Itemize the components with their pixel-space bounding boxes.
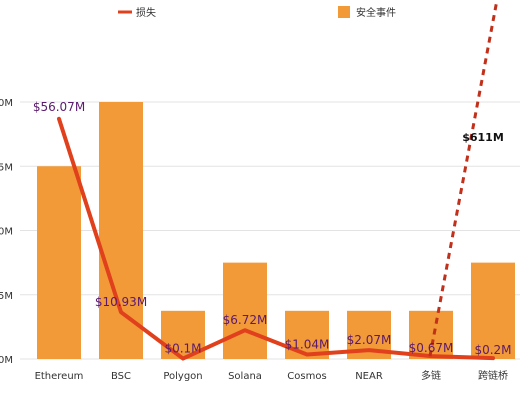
x-tick-label: 多链 (421, 369, 441, 382)
legend-bar-swatch (338, 6, 350, 18)
y-tick-label: 0M (0, 227, 13, 238)
x-tick-label: 跨链桥 (478, 369, 508, 382)
data-label: $0.1M (164, 342, 201, 356)
y-tick-label: 5M (0, 162, 13, 173)
loss-line (57, 0, 499, 361)
y-tick-label: 5M (0, 291, 13, 302)
outlier-data-label: $611M (462, 131, 504, 144)
x-tick-label: Ethereum (35, 371, 84, 382)
y-tick-label: 0M (0, 355, 13, 366)
bar (99, 102, 143, 359)
data-label: $0.67M (409, 341, 454, 355)
bar (37, 166, 81, 359)
legend: 损失 安全事件 (118, 6, 396, 19)
legend-label-loss: 损失 (136, 6, 156, 19)
data-label: $6.72M (223, 313, 268, 327)
bar (223, 262, 267, 359)
x-tick-label: Cosmos (287, 371, 326, 382)
x-tick-label: Polygon (163, 371, 202, 382)
x-tick-label: Solana (228, 371, 262, 382)
x-tick-label: NEAR (355, 371, 383, 382)
x-axis-ticks: Ethereum BSC Polygon Solana Cosmos NEAR 多链 跨链桥 (35, 369, 508, 382)
data-label: $2.07M (347, 333, 392, 347)
outlier-dotted-line (428, 0, 499, 357)
data-labels: $56.07M $10.93M $0.1M $6.72M $1.04M $2.07M $0.… (33, 100, 512, 357)
y-axis-labels: 0M 5M 0M 5M 0M (0, 98, 13, 366)
series-line-loss (57, 116, 495, 361)
x-tick-label: BSC (111, 371, 131, 382)
data-label: $1.04M (285, 338, 330, 352)
data-label: $10.93M (95, 295, 147, 309)
data-label: $0.2M (474, 343, 511, 357)
bar (285, 310, 329, 359)
data-label: $56.07M (33, 100, 85, 114)
legend-label-incidents: 安全事件 (356, 6, 396, 19)
bar (471, 262, 515, 359)
y-tick-label: 0M (0, 98, 13, 109)
